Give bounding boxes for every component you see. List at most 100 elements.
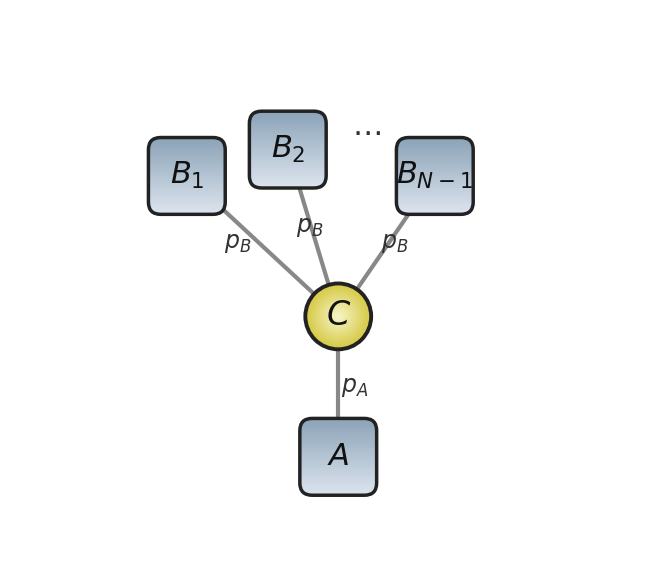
FancyBboxPatch shape [396, 204, 474, 207]
FancyBboxPatch shape [300, 481, 377, 484]
FancyBboxPatch shape [300, 495, 377, 498]
FancyBboxPatch shape [396, 174, 474, 177]
FancyBboxPatch shape [396, 200, 474, 203]
Text: $p_B$: $p_B$ [224, 233, 251, 255]
FancyBboxPatch shape [249, 186, 327, 189]
FancyBboxPatch shape [396, 141, 474, 144]
FancyBboxPatch shape [396, 184, 474, 187]
FancyBboxPatch shape [249, 168, 327, 170]
FancyBboxPatch shape [148, 202, 226, 205]
FancyBboxPatch shape [148, 210, 226, 213]
FancyBboxPatch shape [148, 182, 226, 185]
FancyBboxPatch shape [300, 420, 377, 423]
Circle shape [317, 295, 360, 337]
FancyBboxPatch shape [396, 214, 474, 217]
FancyBboxPatch shape [396, 173, 474, 176]
FancyBboxPatch shape [396, 177, 474, 180]
FancyBboxPatch shape [249, 144, 327, 147]
FancyBboxPatch shape [300, 457, 377, 460]
Circle shape [306, 284, 371, 349]
FancyBboxPatch shape [300, 487, 377, 490]
Circle shape [326, 304, 350, 328]
Circle shape [306, 284, 370, 348]
FancyBboxPatch shape [396, 159, 474, 161]
FancyBboxPatch shape [148, 198, 226, 201]
FancyBboxPatch shape [148, 166, 226, 169]
FancyBboxPatch shape [148, 174, 226, 177]
FancyBboxPatch shape [300, 422, 377, 425]
FancyBboxPatch shape [300, 465, 377, 468]
Circle shape [318, 296, 358, 337]
FancyBboxPatch shape [249, 182, 327, 185]
Circle shape [315, 294, 361, 339]
FancyBboxPatch shape [249, 160, 327, 163]
FancyBboxPatch shape [300, 439, 377, 442]
FancyBboxPatch shape [396, 145, 474, 148]
FancyBboxPatch shape [396, 169, 474, 172]
Text: $B_{2}$: $B_{2}$ [271, 134, 305, 165]
Circle shape [323, 301, 354, 332]
FancyBboxPatch shape [396, 210, 474, 213]
FancyBboxPatch shape [148, 177, 226, 180]
FancyBboxPatch shape [300, 491, 377, 494]
Text: $C$: $C$ [325, 300, 351, 332]
FancyBboxPatch shape [300, 475, 377, 478]
Circle shape [320, 299, 356, 335]
FancyBboxPatch shape [300, 428, 377, 430]
FancyBboxPatch shape [396, 143, 474, 146]
FancyBboxPatch shape [249, 156, 327, 159]
FancyBboxPatch shape [148, 151, 226, 154]
FancyBboxPatch shape [396, 190, 474, 193]
FancyBboxPatch shape [249, 117, 327, 120]
FancyBboxPatch shape [148, 178, 226, 181]
FancyBboxPatch shape [249, 131, 327, 133]
FancyBboxPatch shape [249, 139, 327, 141]
FancyBboxPatch shape [396, 166, 474, 169]
FancyBboxPatch shape [249, 123, 327, 125]
FancyBboxPatch shape [249, 164, 327, 167]
FancyBboxPatch shape [148, 196, 226, 199]
FancyBboxPatch shape [300, 434, 377, 437]
FancyBboxPatch shape [249, 176, 327, 178]
Circle shape [312, 290, 364, 343]
FancyBboxPatch shape [300, 450, 377, 452]
FancyBboxPatch shape [148, 165, 226, 168]
FancyBboxPatch shape [300, 485, 377, 488]
FancyBboxPatch shape [249, 146, 327, 149]
FancyBboxPatch shape [249, 174, 327, 177]
Circle shape [325, 303, 351, 329]
FancyBboxPatch shape [300, 430, 377, 433]
Circle shape [338, 316, 339, 317]
Circle shape [332, 310, 345, 323]
FancyBboxPatch shape [396, 151, 474, 154]
FancyBboxPatch shape [249, 172, 327, 174]
FancyBboxPatch shape [148, 206, 226, 209]
FancyBboxPatch shape [249, 150, 327, 153]
Circle shape [328, 306, 348, 327]
Circle shape [312, 290, 365, 343]
FancyBboxPatch shape [148, 159, 226, 161]
Circle shape [323, 302, 353, 331]
FancyBboxPatch shape [148, 137, 226, 140]
Circle shape [315, 292, 362, 340]
FancyBboxPatch shape [300, 473, 377, 476]
FancyBboxPatch shape [300, 447, 377, 450]
Text: $p_B$: $p_B$ [381, 233, 408, 255]
FancyBboxPatch shape [148, 184, 226, 187]
Circle shape [310, 288, 366, 344]
FancyBboxPatch shape [396, 212, 474, 215]
FancyBboxPatch shape [148, 157, 226, 160]
FancyBboxPatch shape [300, 461, 377, 464]
Circle shape [316, 294, 360, 339]
FancyBboxPatch shape [396, 137, 474, 140]
Circle shape [309, 287, 368, 346]
Text: $B_{1}$: $B_{1}$ [170, 160, 204, 192]
Circle shape [333, 312, 343, 321]
FancyBboxPatch shape [148, 212, 226, 215]
FancyBboxPatch shape [148, 155, 226, 158]
FancyBboxPatch shape [396, 161, 474, 164]
FancyBboxPatch shape [396, 208, 474, 211]
FancyBboxPatch shape [249, 162, 327, 165]
FancyBboxPatch shape [300, 477, 377, 480]
FancyBboxPatch shape [148, 149, 226, 152]
